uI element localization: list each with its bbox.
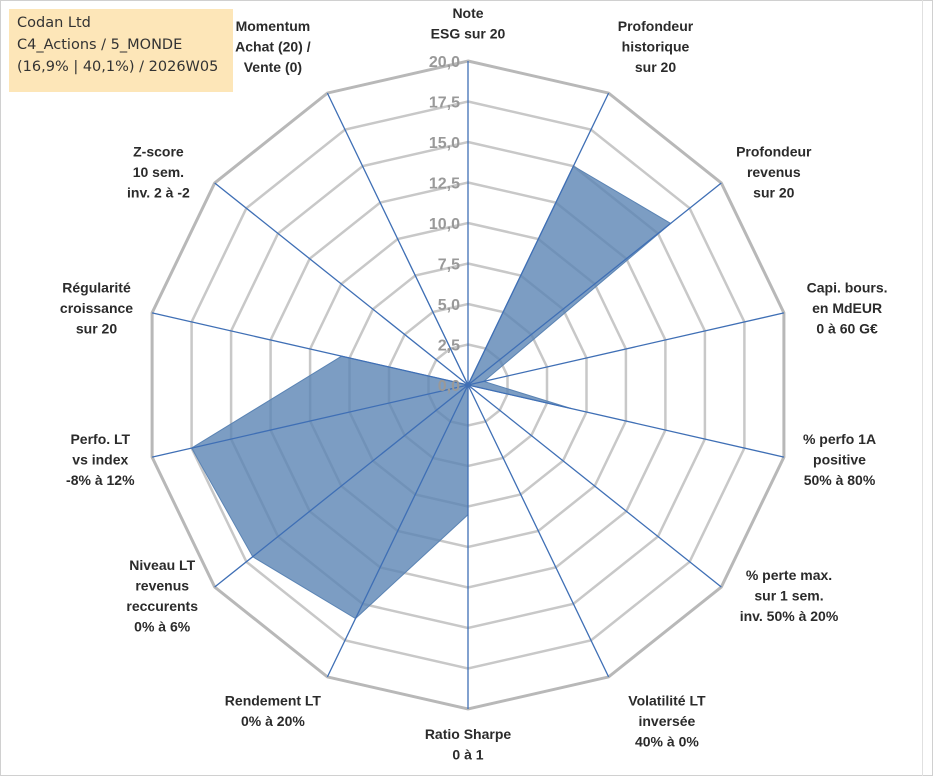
- axis-label-2: Profondeur revenus sur 20: [736, 143, 812, 200]
- tick-label-7: 17,5: [429, 95, 460, 112]
- axis-label-10: Perfo. LT vs index -8% à 12%: [66, 431, 135, 488]
- axis-label-3: Capi. bours. en MdEUR 0 à 60 G€: [807, 280, 888, 337]
- axis-spoke-4: [467, 384, 785, 458]
- tick-label-0: 0,0: [438, 378, 460, 395]
- series-area-layer: [190, 165, 672, 620]
- axis-label-5: % perte max. sur 1 sem. inv. 50% à 20%: [740, 567, 839, 624]
- axis-spoke-2: [467, 182, 722, 386]
- axis-spoke-6: [467, 384, 610, 678]
- series-area: [190, 165, 672, 620]
- axis-label-1: Profondeur historique sur 20: [618, 18, 694, 75]
- tick-label-4: 10,0: [429, 216, 460, 233]
- axis-spoke-8: [326, 384, 469, 678]
- axis-spoke-5: [467, 384, 722, 588]
- axis-label-11: Régularité croissance sur 20: [60, 280, 133, 337]
- axis-labels-layer: Note ESG sur 20 Profondeur historique sur 20…: [60, 5, 888, 763]
- company-name: Codan Ltd: [17, 15, 91, 31]
- axis-spoke-12: [214, 182, 469, 386]
- axis-label-6: Volatilité LT inversée 40% à 0%: [628, 692, 706, 749]
- axis-label-4: % perfo 1A positive 50% à 80%: [803, 431, 876, 488]
- info-box: Codan Ltd C4_Actions / 5_MONDE (16,9% | …: [9, 9, 233, 92]
- axis-label-7: Ratio Sharpe 0 à 1: [425, 726, 512, 763]
- axis-label-0: Note ESG sur 20: [431, 5, 506, 42]
- tick-label-8: 20,0: [429, 54, 460, 71]
- tick-label-5: 12,5: [429, 176, 460, 193]
- portfolio-category: C4_Actions / 5_MONDE: [17, 37, 183, 53]
- tick-label-3: 7,5: [438, 257, 460, 274]
- right-border: [922, 0, 923, 776]
- axis-label-9: Niveau LT revenus reccurents 0% à 6%: [126, 557, 198, 635]
- tick-labels-layer: 0,0 2,5 5,0 7,5 10,0 12,5 15,0 17,5 20,0: [429, 54, 460, 395]
- axis-spokes-layer: [151, 61, 785, 709]
- axis-spoke-9: [214, 384, 469, 588]
- tick-label-2: 5,0: [438, 297, 460, 314]
- axis-spoke-11: [151, 312, 469, 386]
- tick-label-1: 2,5: [438, 338, 460, 355]
- axis-label-8: Rendement LT 0% à 20%: [225, 692, 322, 729]
- axis-spoke-13: [326, 92, 469, 386]
- tick-label-6: 15,0: [429, 135, 460, 152]
- performance-week: (16,9% | 40,1%) / 2026W05: [17, 59, 219, 75]
- axis-label-13: Momentum Achat (20) / Vente (0): [235, 18, 311, 75]
- axis-label-12: Z-score 10 sem. inv. 2 à -2: [127, 143, 190, 200]
- axis-spoke-3: [467, 312, 785, 386]
- axis-spoke-10: [151, 384, 469, 458]
- axis-spoke-1: [467, 92, 610, 386]
